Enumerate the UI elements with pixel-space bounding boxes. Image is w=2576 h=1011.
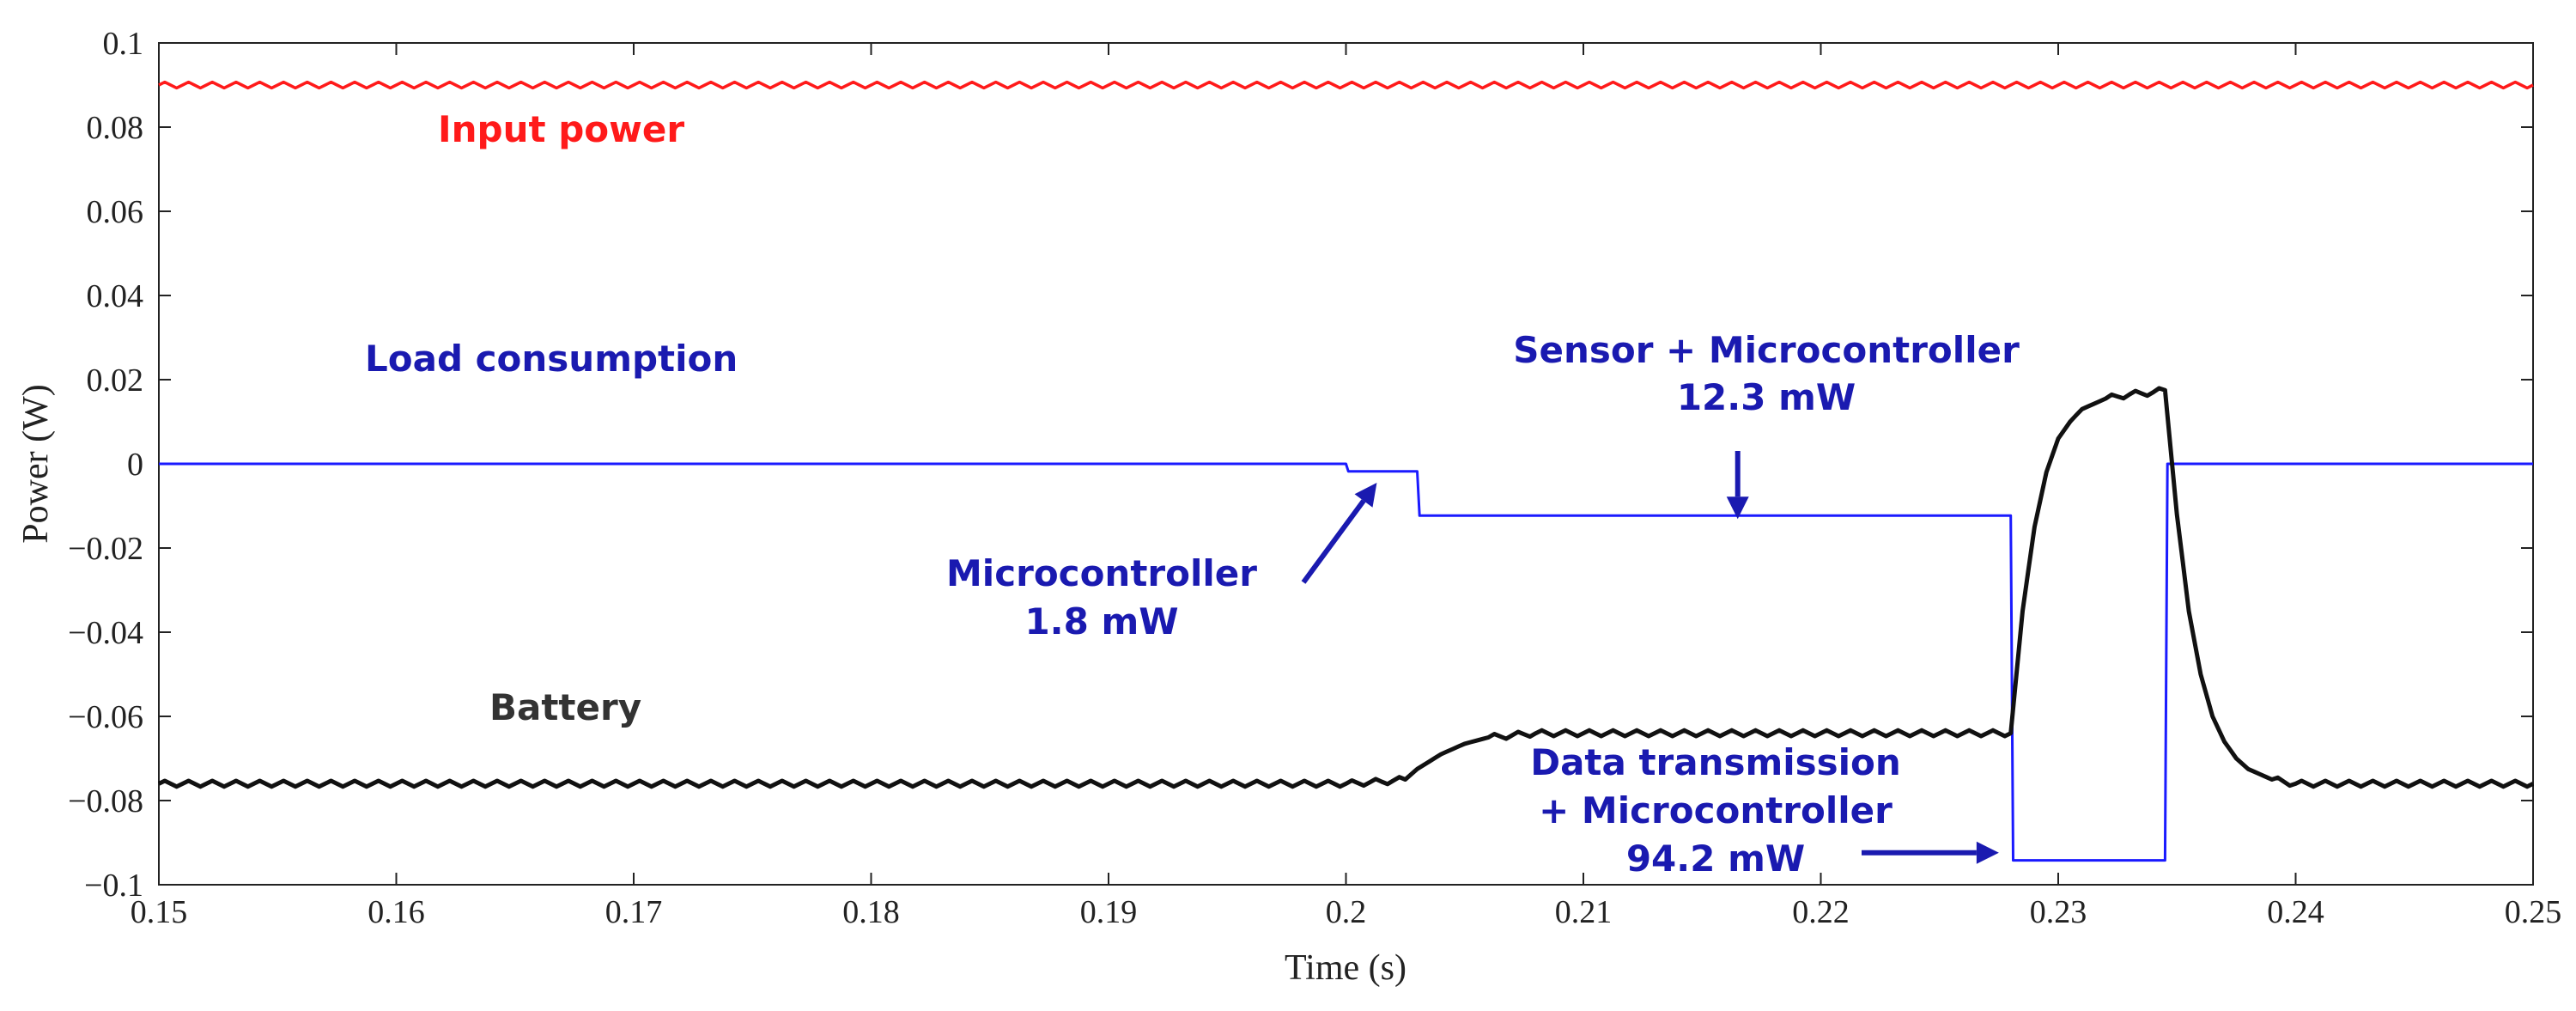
annotation-microcontroller-line1: Microcontroller bbox=[946, 552, 1257, 594]
arrow-data-transmission bbox=[1862, 841, 1999, 864]
annotation-data-tx-line3: 94.2 mW bbox=[1626, 837, 1805, 880]
arrow-sensor-microcontroller bbox=[1726, 451, 1749, 520]
y-tick-label: 0.04 bbox=[87, 278, 144, 314]
x-tick-label: 0.15 bbox=[131, 894, 188, 930]
annotation-load-consumption: Load consumption bbox=[365, 338, 738, 380]
y-axis-label: Power (W) bbox=[16, 384, 56, 543]
annotation-microcontroller-line2: 1.8 mW bbox=[1024, 600, 1178, 643]
annotation-battery: Battery bbox=[489, 686, 641, 728]
x-tick-label: 0.21 bbox=[1555, 894, 1613, 930]
x-axis-label: Time (s) bbox=[1285, 948, 1406, 988]
x-tick-label: 0.2 bbox=[1326, 894, 1367, 930]
x-tick-label: 0.23 bbox=[2030, 894, 2087, 930]
annotation-sensor-line1: Sensor + Microcontroller bbox=[1513, 329, 2020, 371]
y-tick-label: 0.06 bbox=[87, 194, 144, 230]
annotation-sensor-line2: 12.3 mW bbox=[1677, 376, 1856, 418]
y-tick-label: −0.08 bbox=[68, 783, 143, 819]
axis-ticks: 0.15 0.16 0.17 0.18 0.19 0.2 0.21 0.22 0.23 0.24 0… bbox=[68, 26, 2561, 930]
x-tick-label: 0.18 bbox=[842, 894, 900, 930]
y-tick-label: 0 bbox=[127, 447, 143, 483]
y-tick-label: −0.04 bbox=[68, 615, 143, 651]
series-line-load-consumption bbox=[159, 462, 2533, 862]
series-line-battery bbox=[157, 386, 2535, 789]
annotation-arrows bbox=[1301, 451, 1999, 864]
y-tick-label: −0.1 bbox=[84, 868, 143, 904]
arrow-microcontroller bbox=[1301, 483, 1377, 584]
annotation-data-tx-line2: + Microcontroller bbox=[1539, 789, 1893, 831]
annotation-data-tx-line1: Data transmission bbox=[1530, 741, 1901, 783]
series-layer bbox=[157, 80, 2535, 862]
annotation-input-power: Input power bbox=[438, 108, 684, 150]
x-tick-label: 0.17 bbox=[605, 894, 663, 930]
x-tick-label: 0.22 bbox=[1792, 894, 1850, 930]
y-tick-label: 0.1 bbox=[103, 26, 144, 62]
y-tick-label: −0.02 bbox=[68, 531, 143, 567]
y-tick-label: 0.08 bbox=[87, 110, 144, 146]
x-tick-label: 0.19 bbox=[1080, 894, 1138, 930]
series-line-input-power bbox=[158, 80, 2534, 90]
x-tick-label: 0.24 bbox=[2267, 894, 2324, 930]
x-tick-label: 0.25 bbox=[2505, 894, 2562, 930]
y-tick-label: 0.02 bbox=[87, 362, 144, 399]
x-tick-label: 0.16 bbox=[368, 894, 425, 930]
y-tick-label: −0.06 bbox=[68, 699, 143, 735]
